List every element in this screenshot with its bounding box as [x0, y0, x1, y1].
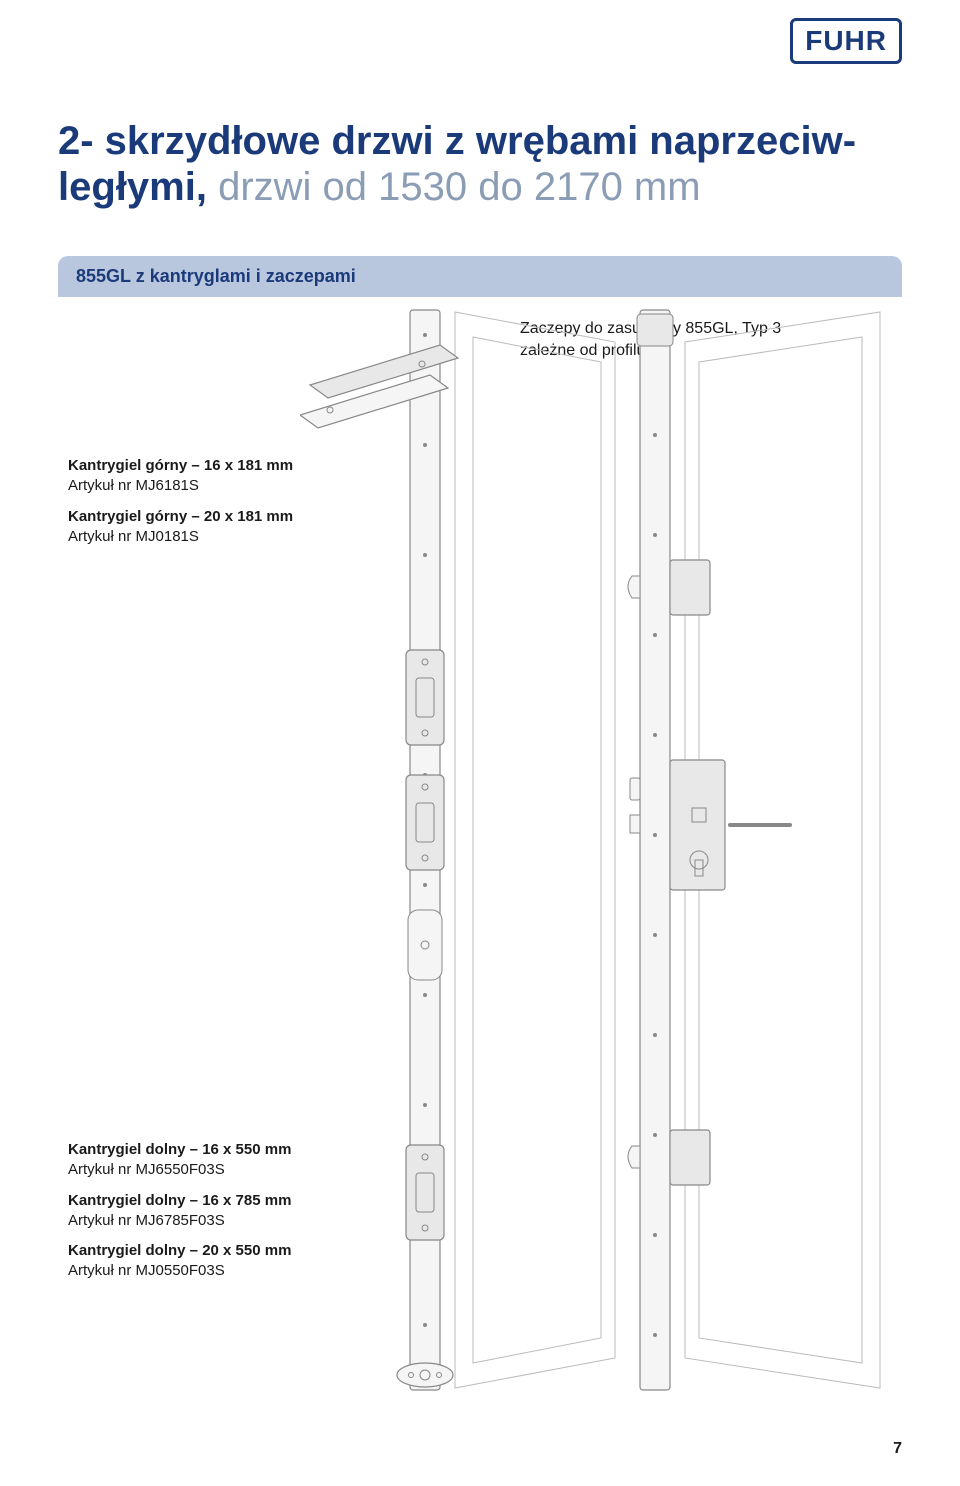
label-top-1-title: Kantrygiel górny – 20 x 181 mm — [68, 507, 293, 527]
label-bottom-1-title: Kantrygiel dolny – 16 x 785 mm — [68, 1191, 291, 1211]
title-line-2: ległymi, drzwi od 1530 do 2170 mm — [58, 164, 902, 210]
labels-top-group: Kantrygiel górny – 16 x 181 mm Artykuł n… — [68, 456, 293, 557]
section-header-bar: 855GL z kantryglami i zaczepami — [58, 256, 902, 297]
title-gray-part: drzwi od 1530 do 2170 mm — [207, 165, 701, 209]
brand-logo-text: FUHR — [805, 25, 887, 56]
label-bottom-1-sub: Artykuł nr MJ6785F03S — [68, 1211, 291, 1231]
label-top-0-sub: Artykuł nr MJ6181S — [68, 476, 293, 496]
title-line-1: 2- skrzydłowe drzwi z wrębami naprzeciw- — [58, 118, 902, 164]
label-bottom-2-title: Kantrygiel dolny – 20 x 550 mm — [68, 1241, 291, 1261]
title-bold-prefix: ległymi, — [58, 165, 207, 209]
labels-bottom-group: Kantrygiel dolny – 16 x 550 mm Artykuł n… — [68, 1140, 291, 1292]
door-diagram — [300, 300, 900, 1420]
label-bottom-2-sub: Artykuł nr MJ0550F03S — [68, 1261, 291, 1281]
label-bottom-0-title: Kantrygiel dolny – 16 x 550 mm — [68, 1140, 291, 1160]
label-bottom-0-sub: Artykuł nr MJ6550F03S — [68, 1160, 291, 1180]
section-header-text: 855GL z kantryglami i zaczepami — [76, 266, 356, 286]
label-top-0-title: Kantrygiel górny – 16 x 181 mm — [68, 456, 293, 476]
brand-logo: FUHR — [790, 18, 902, 64]
label-top-1-sub: Artykuł nr MJ0181S — [68, 527, 293, 547]
page-number: 7 — [893, 1440, 902, 1458]
page-title: 2- skrzydłowe drzwi z wrębami naprzeciw-… — [58, 118, 902, 210]
